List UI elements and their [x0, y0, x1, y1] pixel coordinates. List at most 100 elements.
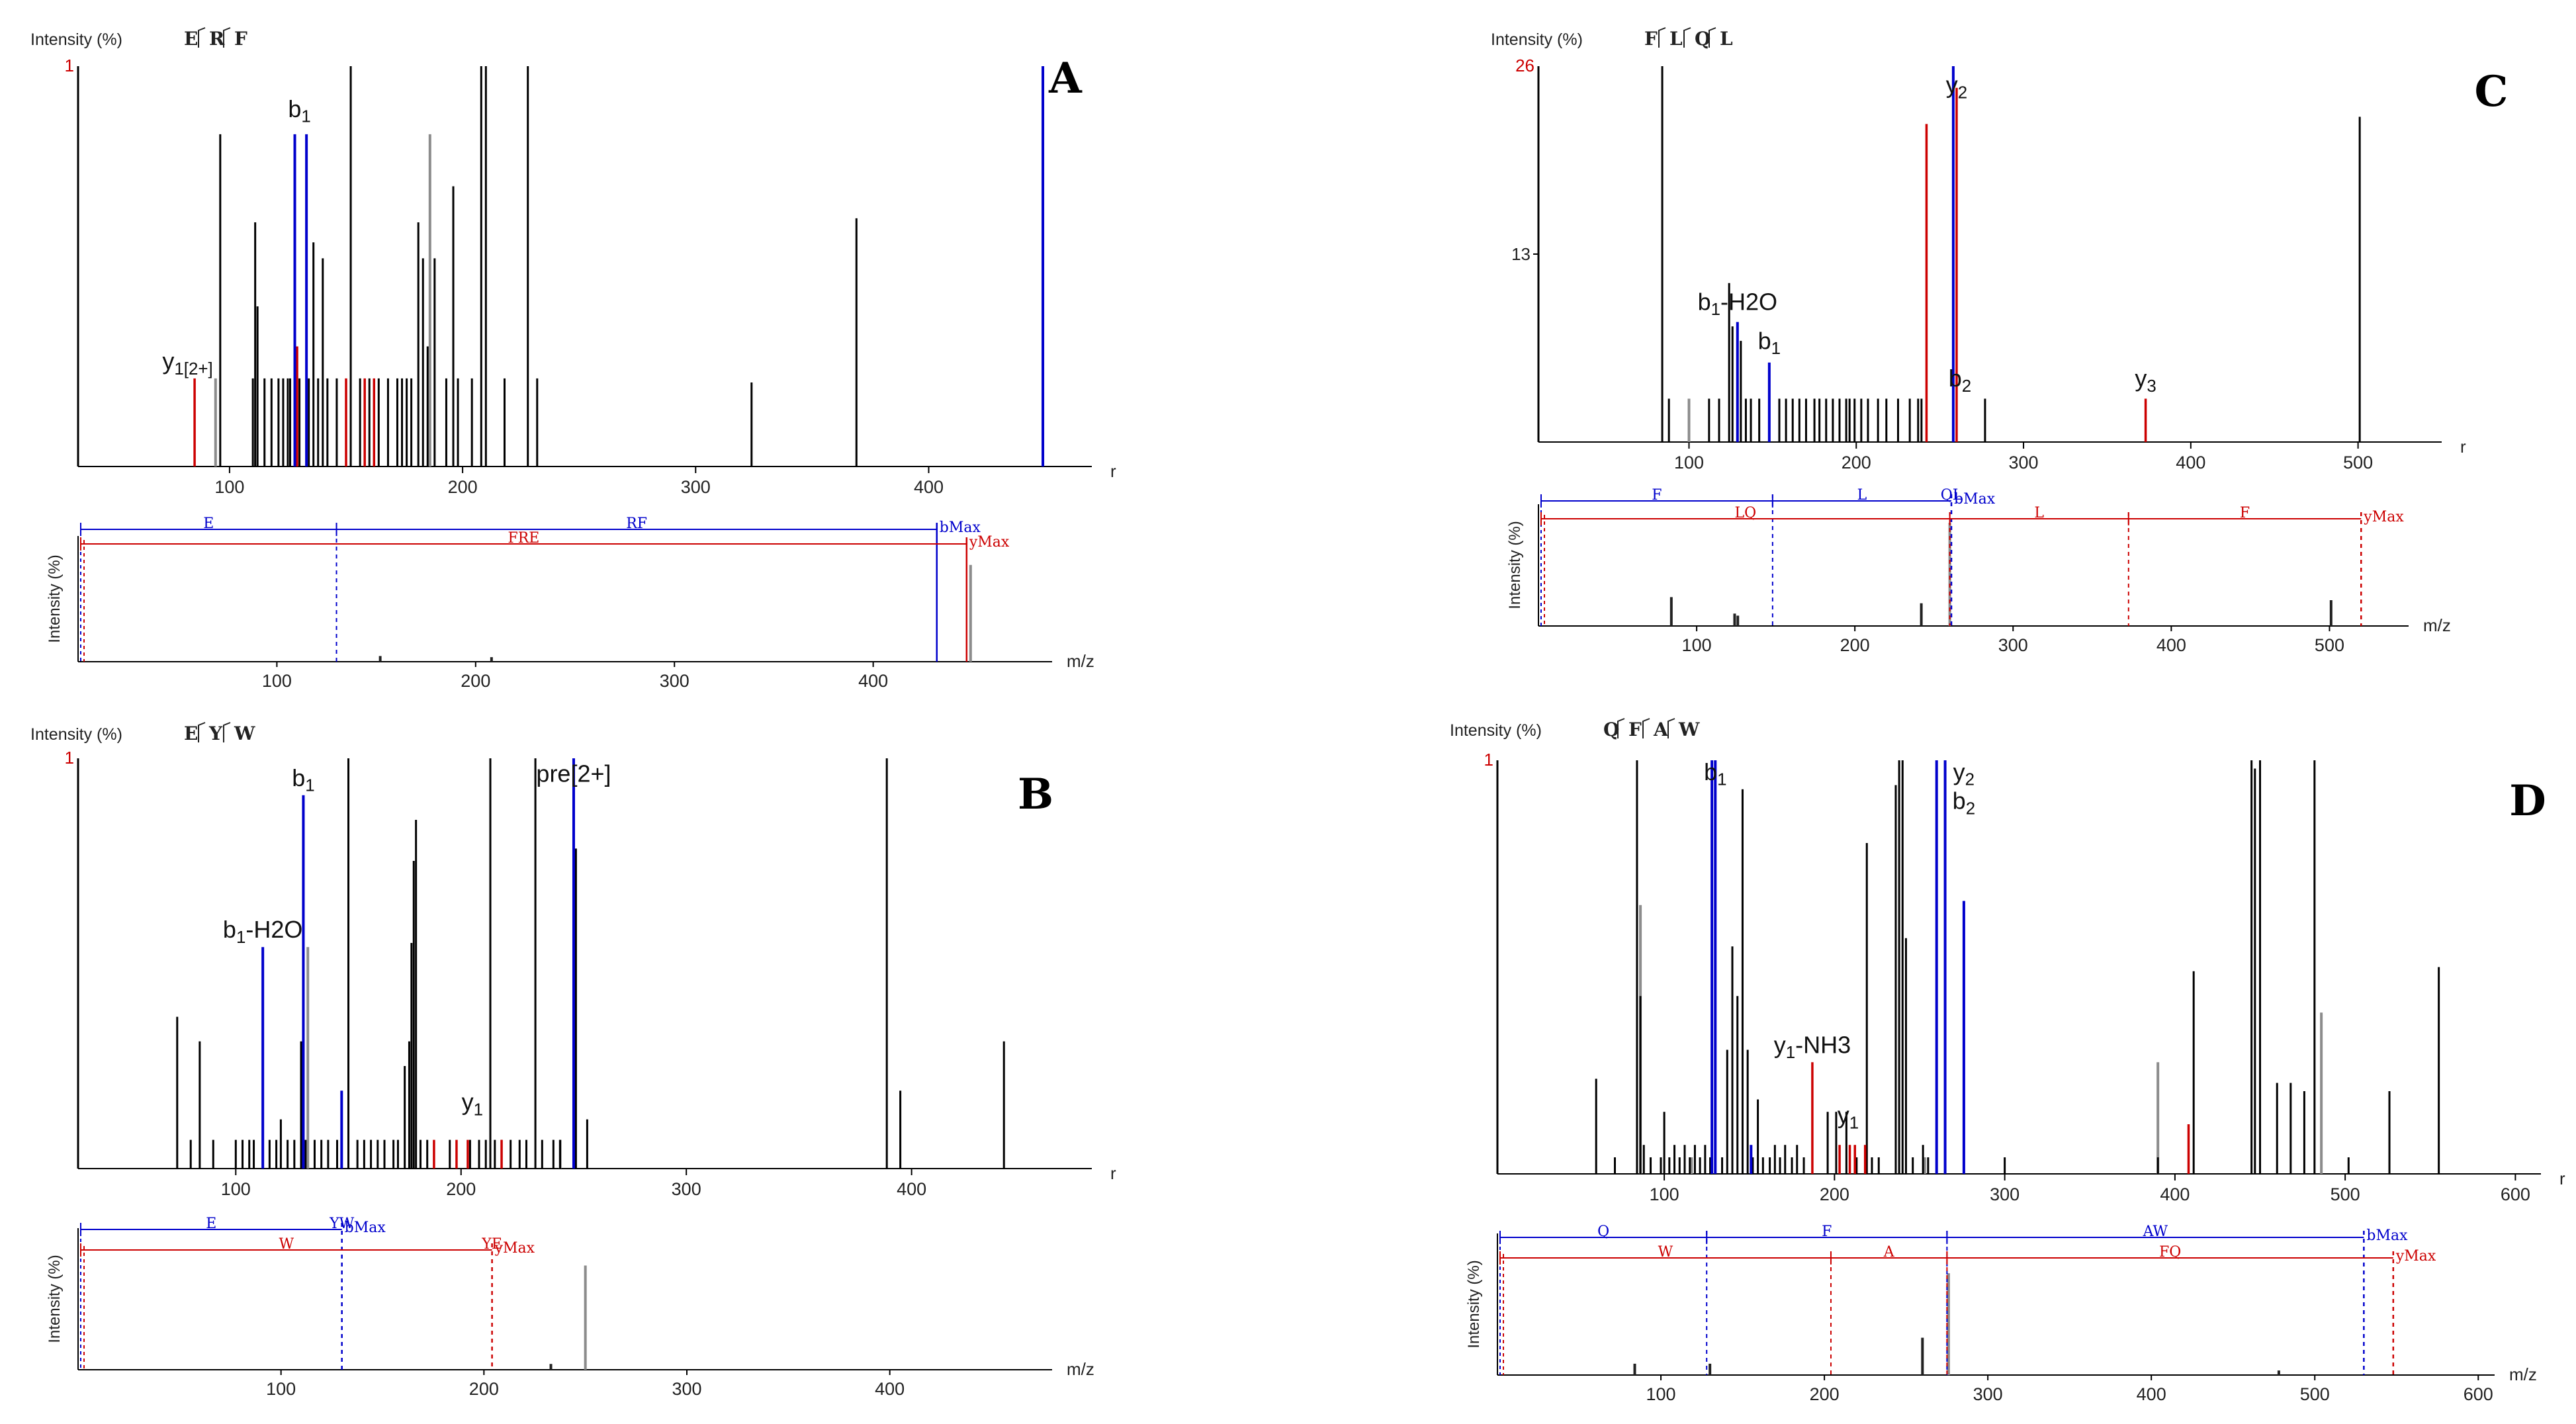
x-tick-label: 400: [2176, 453, 2205, 472]
x-tick-label: 400: [914, 477, 944, 497]
b-ion-max-label: bMax: [940, 519, 981, 536]
peptide-residue: W: [1678, 719, 1700, 740]
mini-y-axis-label: Intensity (%): [1465, 1260, 1483, 1348]
fragment-cleavage-mark: [223, 722, 231, 742]
y-top-label: 1: [65, 56, 74, 75]
x-tick-label: 400: [2160, 1184, 2190, 1204]
y-axis-label: Intensity (%): [30, 30, 122, 49]
y-ion-max-label: yMax: [2395, 1248, 2436, 1265]
y-ion-segment-label: FRE: [508, 530, 539, 547]
y-ion-segment-label: L: [2034, 505, 2044, 521]
y-ion-max-label: yMax: [494, 1240, 535, 1257]
y-ion-segment-label: A: [1883, 1244, 1895, 1261]
x-tick-label: 100: [214, 477, 244, 497]
x-tick-label: 200: [446, 1179, 476, 1199]
b-ion-segment-label: E: [206, 1216, 216, 1232]
fragment-cleavage-mark: [223, 27, 231, 48]
x-tick-label: 300: [2009, 453, 2039, 472]
peak-annotation: y2: [1953, 758, 1975, 789]
fragment-ladder-plot: Intensity (%) 100 200 300 400 m/z E RF bMax FRE yM…: [46, 515, 1094, 691]
x-tick-label: 400: [897, 1179, 926, 1199]
mini-x-tick-label: 400: [858, 671, 888, 691]
x-axis-label: r: [2559, 1169, 2565, 1188]
y-top-label: 1: [65, 748, 74, 768]
peptide-residue: F: [234, 28, 247, 50]
mini-x-tick-label: 200: [461, 671, 490, 691]
peptide-residue: E: [184, 723, 198, 744]
mini-x-tick-label: 100: [266, 1379, 296, 1399]
peak-annotation: b1: [1758, 327, 1781, 358]
b-ion-segment-label: AW: [2143, 1224, 2168, 1240]
peptide-residue: F: [1644, 28, 1658, 50]
peak-annotation: b2: [1953, 787, 1975, 819]
y-ion-segment-label: W: [279, 1236, 294, 1253]
mini-x-tick-label: 200: [1840, 635, 1870, 655]
peak-annotation: y3: [2135, 365, 2156, 396]
mini-x-tick-label: 500: [2300, 1384, 2330, 1404]
peptide-residue: F: [1628, 719, 1642, 740]
mini-x-tick-label: 400: [2137, 1384, 2166, 1404]
y-tick-label: 13: [1511, 244, 1531, 264]
b-ion-segment-label: E: [203, 515, 214, 532]
y-top-label: 1: [1484, 750, 1493, 770]
peptide-residue: Q: [1603, 719, 1619, 740]
x-axis-label: r: [2460, 437, 2466, 457]
x-axis-label: r: [1110, 461, 1116, 481]
b-ion-segment-label: F: [1822, 1224, 1832, 1240]
peak-annotation: b1-H2O: [223, 916, 302, 947]
b-ion-segment-label: L: [1857, 487, 1867, 504]
x-tick-label: 300: [681, 477, 711, 497]
mini-x-tick-label: 300: [1998, 635, 2028, 655]
y-ion-max-label: yMax: [969, 534, 1010, 551]
peak-annotation: b1: [1704, 758, 1726, 789]
mini-x-tick-label: 200: [1810, 1384, 1840, 1404]
peak-annotation: y1-NH3: [1774, 1031, 1851, 1062]
x-tick-label: 100: [221, 1179, 251, 1199]
peptide-residue: Q: [1695, 28, 1710, 50]
b-ion-max-label: bMax: [1954, 491, 1996, 508]
y-ion-segment-label: F: [2240, 505, 2250, 521]
y-axis-label: Intensity (%): [30, 725, 122, 744]
mini-x-axis-label: m/z: [2509, 1364, 2537, 1384]
peptide-residue: L: [1669, 28, 1683, 50]
x-tick-label: 500: [2331, 1184, 2360, 1204]
peptide-residue: E: [184, 28, 198, 50]
peak-annotation: b2: [1949, 365, 1971, 396]
mini-x-tick-label: 400: [875, 1379, 905, 1399]
b-ion-max-label: bMax: [345, 1220, 386, 1236]
mini-y-axis-label: Intensity (%): [46, 1255, 64, 1343]
mini-x-tick-label: 100: [1646, 1384, 1676, 1404]
mini-x-axis-label: m/z: [1067, 1359, 1094, 1379]
mini-x-tick-label: 200: [469, 1379, 499, 1399]
y-ion-segment-label: FQ: [2159, 1244, 2181, 1261]
mini-x-tick-label: 600: [2464, 1384, 2493, 1404]
peak-annotation: b1: [288, 95, 310, 126]
b-ion-segment-label: RF: [626, 515, 647, 532]
x-axis-label: r: [1110, 1163, 1116, 1183]
mini-x-tick-label: 300: [1973, 1384, 2003, 1404]
peak-annotation: pre[2+]: [536, 760, 611, 787]
peak-annotation: y1: [1838, 1102, 1859, 1133]
peak-annotation: b1-H2O: [1698, 288, 1777, 319]
fragment-cleavage-mark: [1658, 27, 1666, 48]
peak-annotation: y1: [462, 1089, 483, 1120]
y-top-label: 26: [1515, 56, 1534, 75]
peptide-residue: L: [1720, 28, 1733, 50]
fragment-cleavage-mark: [1709, 27, 1716, 48]
peptide-residue: W: [234, 723, 255, 744]
x-tick-label: 100: [1674, 453, 1704, 472]
panel-label: B: [1018, 770, 1053, 819]
peptide-residue: R: [209, 28, 225, 50]
y-ion-segment-label: W: [1658, 1244, 1673, 1261]
mini-x-axis-label: m/z: [1067, 651, 1094, 671]
mini-x-tick-label: 300: [672, 1379, 701, 1399]
